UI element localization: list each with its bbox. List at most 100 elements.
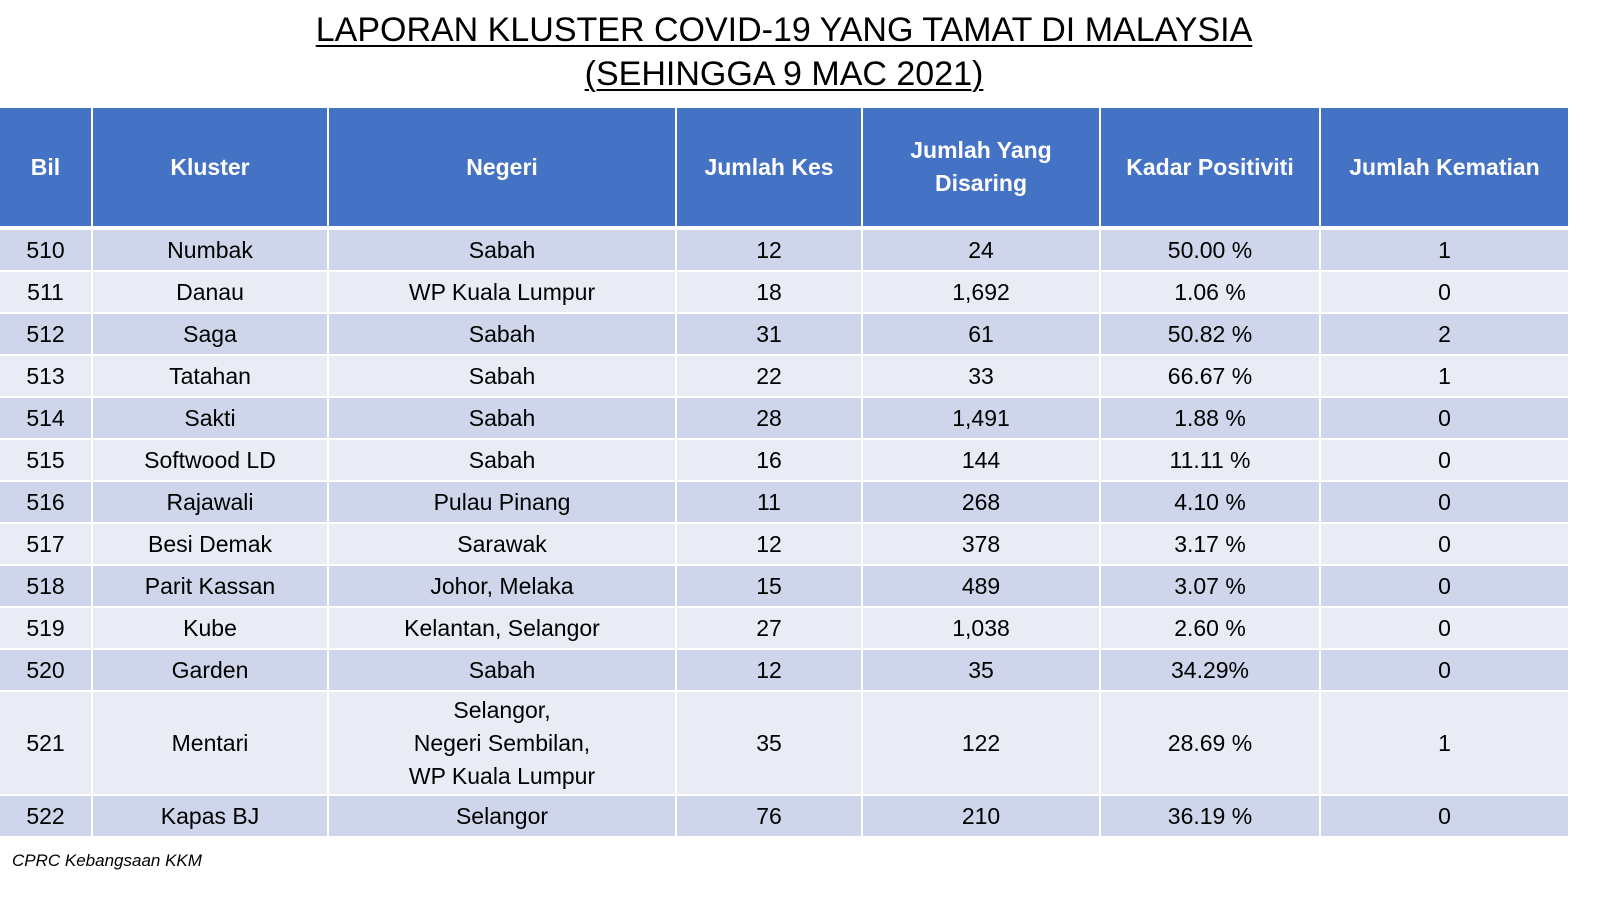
cell-jumlah-disaring: 33 <box>861 354 1101 397</box>
cell-kadar-positiviti: 3.07 % <box>1099 564 1321 607</box>
cell-jumlah-disaring: 122 <box>861 690 1101 795</box>
cell-jumlah-disaring: 35 <box>861 648 1101 691</box>
cell-jumlah-kematian: 1 <box>1319 690 1568 795</box>
cell-negeri: Johor, Melaka <box>327 564 677 607</box>
cell-negeri: Kelantan, Selangor <box>327 606 677 649</box>
header-jumlah-disaring-line2: Disaring <box>934 170 1028 196</box>
cell-negeri: Sabah <box>327 354 677 397</box>
cell-bil: 513 <box>0 354 93 397</box>
cell-negeri: Selangor, Negeri Sembilan, WP Kuala Lumpur <box>327 690 677 795</box>
cell-jumlah-disaring: 489 <box>861 564 1101 607</box>
cell-kadar-positiviti: 34.29% <box>1099 648 1321 691</box>
negeri-line: WP Kuala Lumpur <box>408 278 596 305</box>
table-row: 516 Rajawali Pulau Pinang 11 268 4.10 % 0 <box>0 480 1568 523</box>
cell-negeri: Sarawak <box>327 522 677 565</box>
cell-bil: 514 <box>0 396 93 439</box>
cell-jumlah-kematian: 0 <box>1319 794 1568 836</box>
cell-bil: 511 <box>0 270 93 313</box>
cell-kluster: Garden <box>91 648 329 691</box>
table-row: 513 Tatahan Sabah 22 33 66.67 % 1 <box>0 354 1568 397</box>
table-row: 521 Mentari Selangor, Negeri Sembilan, WP Ku… <box>0 690 1568 795</box>
source-footnote: CPRC Kebangsaan KKM <box>12 851 202 870</box>
table-row: 510 Numbak Sabah 12 24 50.00 % 1 <box>0 227 1568 271</box>
cell-jumlah-disaring: 210 <box>861 794 1101 836</box>
cell-jumlah-kematian: 0 <box>1319 606 1568 649</box>
cell-jumlah-disaring: 1,038 <box>861 606 1101 649</box>
table-row: 512 Saga Sabah 31 61 50.82 % 2 <box>0 312 1568 355</box>
table-row: 514 Sakti Sabah 28 1,491 1.88 % 0 <box>0 396 1568 439</box>
cell-bil: 516 <box>0 480 93 523</box>
negeri-line: Sabah <box>468 446 536 473</box>
cell-jumlah-kes: 12 <box>675 227 863 271</box>
cell-jumlah-disaring: 378 <box>861 522 1101 565</box>
title-line-1: LAPORAN KLUSTER COVID-19 YANG TAMAT DI M… <box>315 11 1253 49</box>
cell-jumlah-kematian: 0 <box>1319 438 1568 481</box>
cell-kluster: Kapas BJ <box>91 794 329 836</box>
cell-kluster: Rajawali <box>91 480 329 523</box>
cell-jumlah-kematian: 0 <box>1319 522 1568 565</box>
header-kadar-positiviti: Kadar Positiviti <box>1099 108 1321 230</box>
cell-jumlah-kes: 28 <box>675 396 863 439</box>
cell-jumlah-kes: 12 <box>675 648 863 691</box>
header-kluster: Kluster <box>91 108 329 230</box>
cell-bil: 515 <box>0 438 93 481</box>
cell-jumlah-kes: 76 <box>675 794 863 836</box>
cell-negeri: Sabah <box>327 648 677 691</box>
cell-kluster: Saga <box>91 312 329 355</box>
cell-bil: 522 <box>0 794 93 836</box>
cell-bil: 518 <box>0 564 93 607</box>
header-bil: Bil <box>0 108 93 230</box>
cell-jumlah-kematian: 2 <box>1319 312 1568 355</box>
cell-jumlah-kes: 35 <box>675 690 863 795</box>
cell-kadar-positiviti: 2.60 % <box>1099 606 1321 649</box>
cell-jumlah-disaring: 24 <box>861 227 1101 271</box>
cell-jumlah-kematian: 0 <box>1319 480 1568 523</box>
header-jumlah-disaring: Jumlah Yang Disaring <box>861 108 1101 230</box>
cell-jumlah-kematian: 0 <box>1319 648 1568 691</box>
cell-kluster: Numbak <box>91 227 329 271</box>
negeri-line: WP Kuala Lumpur <box>408 762 596 789</box>
table-row: 511 Danau WP Kuala Lumpur 18 1,692 1.06 % 0 <box>0 270 1568 313</box>
cell-kadar-positiviti: 11.11 % <box>1099 438 1321 481</box>
table-header-row: Bil Kluster Negeri Jumlah Kes Jumlah Yan… <box>0 108 1568 230</box>
table-row: 515 Softwood LD Sabah 16 144 11.11 % 0 <box>0 438 1568 481</box>
cell-jumlah-kes: 31 <box>675 312 863 355</box>
negeri-line: Negeri Sembilan, <box>413 729 591 756</box>
cell-jumlah-kes: 16 <box>675 438 863 481</box>
cell-negeri: WP Kuala Lumpur <box>327 270 677 313</box>
cell-jumlah-kes: 27 <box>675 606 863 649</box>
header-jumlah-kematian: Jumlah Kematian <box>1319 108 1568 230</box>
table-row: 520 Garden Sabah 12 35 34.29% 0 <box>0 648 1568 691</box>
cell-bil: 512 <box>0 312 93 355</box>
cell-negeri: Sabah <box>327 312 677 355</box>
negeri-line: Selangor <box>455 802 549 829</box>
cell-kluster: Tatahan <box>91 354 329 397</box>
cell-jumlah-disaring: 144 <box>861 438 1101 481</box>
negeri-line: Sabah <box>468 362 536 389</box>
cell-kadar-positiviti: 50.00 % <box>1099 227 1321 271</box>
cell-kluster: Kube <box>91 606 329 649</box>
cell-jumlah-kes: 22 <box>675 354 863 397</box>
cell-kluster: Danau <box>91 270 329 313</box>
table-row: 522 Kapas BJ Selangor 76 210 36.19 % 0 <box>0 794 1568 836</box>
negeri-line: Sabah <box>468 320 536 347</box>
cell-jumlah-kes: 15 <box>675 564 863 607</box>
cell-jumlah-kematian: 1 <box>1319 354 1568 397</box>
cell-bil: 519 <box>0 606 93 649</box>
cluster-table: Bil Kluster Negeri Jumlah Kes Jumlah Yan… <box>0 108 1568 836</box>
cell-jumlah-disaring: 1,692 <box>861 270 1101 313</box>
cell-bil: 521 <box>0 690 93 795</box>
cell-jumlah-disaring: 268 <box>861 480 1101 523</box>
cell-kadar-positiviti: 1.88 % <box>1099 396 1321 439</box>
cell-kadar-positiviti: 1.06 % <box>1099 270 1321 313</box>
report-title: LAPORAN KLUSTER COVID-19 YANG TAMAT DI M… <box>0 8 1568 96</box>
cell-negeri: Sabah <box>327 396 677 439</box>
negeri-line: Sabah <box>468 236 536 263</box>
cell-kadar-positiviti: 66.67 % <box>1099 354 1321 397</box>
cell-jumlah-kes: 12 <box>675 522 863 565</box>
cell-jumlah-kematian: 0 <box>1319 270 1568 313</box>
cell-kadar-positiviti: 36.19 % <box>1099 794 1321 836</box>
cell-kluster: Mentari <box>91 690 329 795</box>
cell-negeri: Sabah <box>327 438 677 481</box>
cell-bil: 520 <box>0 648 93 691</box>
